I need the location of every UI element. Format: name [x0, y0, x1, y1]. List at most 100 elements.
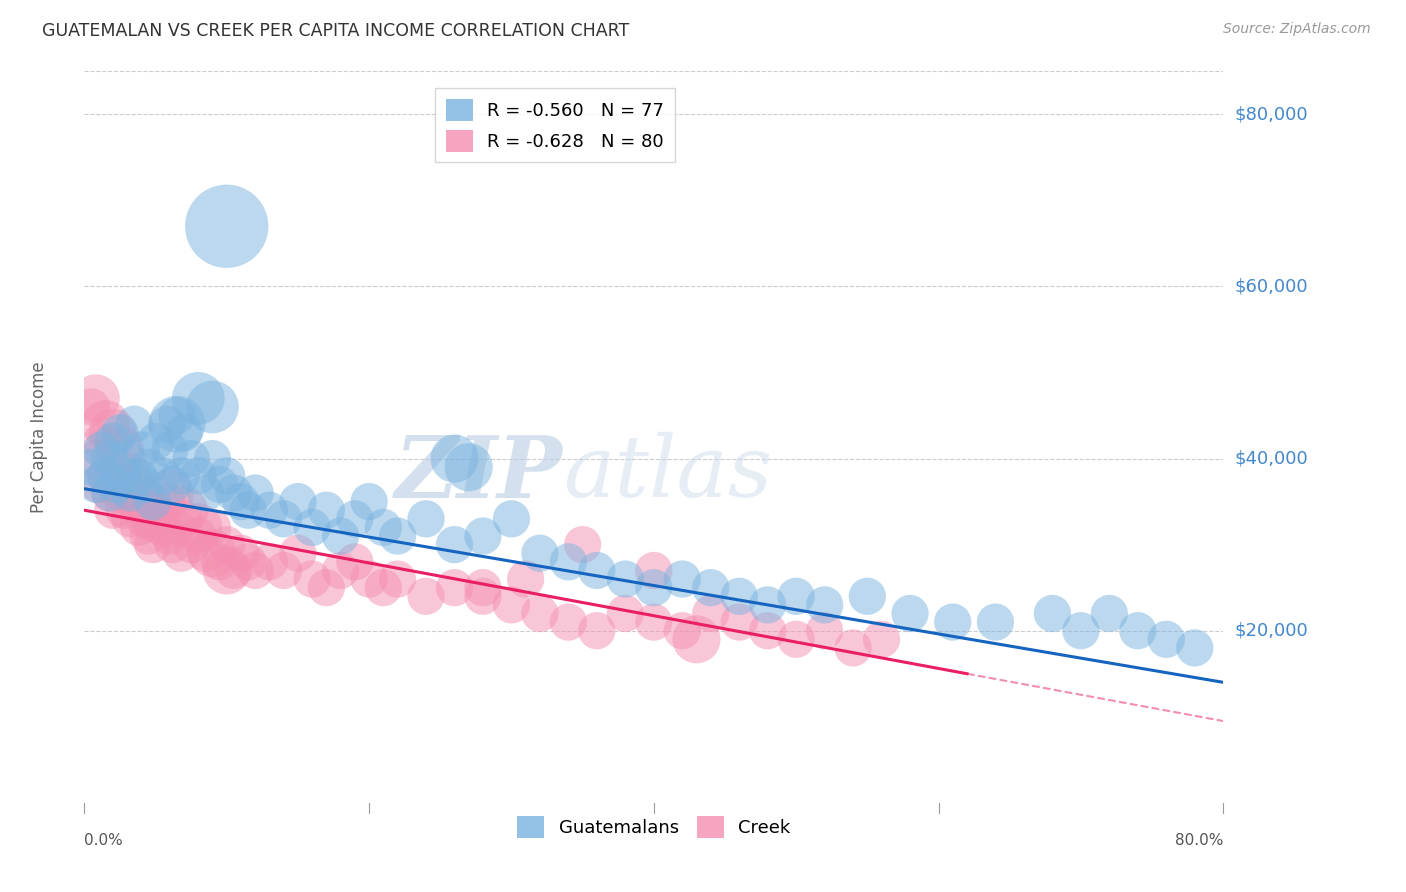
Point — [643, 581, 665, 595]
Point — [94, 468, 117, 483]
Point — [586, 624, 609, 638]
Point — [870, 632, 893, 647]
Point — [173, 503, 195, 517]
Point — [387, 572, 409, 586]
Text: GUATEMALAN VS CREEK PER CAPITA INCOME CORRELATION CHART: GUATEMALAN VS CREEK PER CAPITA INCOME CO… — [42, 22, 630, 40]
Point — [201, 546, 224, 560]
Point — [162, 538, 184, 552]
Point — [814, 624, 837, 638]
Point — [245, 486, 267, 500]
Point — [671, 624, 693, 638]
Point — [166, 520, 188, 534]
Point — [170, 546, 193, 560]
Point — [215, 538, 238, 552]
Point — [614, 572, 637, 586]
Point — [236, 503, 259, 517]
Point — [84, 477, 107, 491]
Point — [557, 555, 579, 569]
Point — [145, 503, 167, 517]
Point — [215, 468, 238, 483]
Point — [159, 486, 181, 500]
Point — [273, 564, 295, 578]
Point — [173, 512, 195, 526]
Point — [984, 615, 1007, 629]
Point — [101, 434, 124, 449]
Point — [118, 512, 141, 526]
Point — [94, 468, 117, 483]
Point — [84, 451, 107, 466]
Point — [115, 477, 138, 491]
Point — [229, 494, 252, 508]
Point — [415, 589, 437, 603]
Point — [201, 520, 224, 534]
Point — [166, 417, 188, 432]
Point — [756, 624, 779, 638]
Text: $60,000: $60,000 — [1234, 277, 1308, 295]
Point — [108, 425, 131, 440]
Point — [529, 607, 551, 621]
Point — [101, 503, 124, 517]
Text: 0.0%: 0.0% — [84, 833, 124, 848]
Point — [142, 494, 165, 508]
Point — [131, 494, 153, 508]
Point — [131, 442, 153, 457]
Point — [301, 572, 323, 586]
Point — [187, 529, 209, 543]
Legend: Guatemalans, Creek: Guatemalans, Creek — [510, 808, 797, 845]
Point — [842, 640, 865, 655]
Point — [501, 598, 523, 612]
Point — [170, 468, 193, 483]
Point — [856, 589, 879, 603]
Point — [194, 546, 217, 560]
Point — [187, 468, 209, 483]
Point — [222, 486, 245, 500]
Point — [685, 632, 707, 647]
Point — [201, 400, 224, 414]
Point — [152, 520, 174, 534]
Point — [343, 512, 366, 526]
Point — [180, 538, 202, 552]
Point — [728, 615, 751, 629]
Point — [301, 520, 323, 534]
Point — [287, 546, 309, 560]
Point — [215, 219, 238, 234]
Point — [643, 615, 665, 629]
Point — [785, 632, 807, 647]
Text: $40,000: $40,000 — [1234, 450, 1308, 467]
Point — [387, 529, 409, 543]
Point — [131, 486, 153, 500]
Point — [1098, 607, 1121, 621]
Point — [515, 572, 537, 586]
Point — [208, 555, 231, 569]
Point — [329, 529, 352, 543]
Point — [472, 529, 495, 543]
Point — [90, 434, 112, 449]
Point — [814, 598, 837, 612]
Point — [145, 434, 167, 449]
Point — [108, 486, 131, 500]
Point — [643, 564, 665, 578]
Text: 80.0%: 80.0% — [1175, 833, 1223, 848]
Point — [259, 555, 281, 569]
Point — [898, 607, 921, 621]
Point — [443, 538, 465, 552]
Point — [201, 451, 224, 466]
Point — [115, 451, 138, 466]
Point — [942, 615, 965, 629]
Point — [359, 494, 381, 508]
Point — [94, 417, 117, 432]
Point — [98, 451, 121, 466]
Point — [166, 409, 188, 423]
Point — [259, 503, 281, 517]
Point — [373, 581, 395, 595]
Text: atlas: atlas — [562, 433, 772, 515]
Point — [101, 425, 124, 440]
Point — [671, 572, 693, 586]
Text: $20,000: $20,000 — [1234, 622, 1308, 640]
Point — [700, 607, 723, 621]
Text: $80,000: $80,000 — [1234, 105, 1308, 123]
Point — [115, 468, 138, 483]
Point — [557, 615, 579, 629]
Point — [472, 589, 495, 603]
Point — [785, 589, 807, 603]
